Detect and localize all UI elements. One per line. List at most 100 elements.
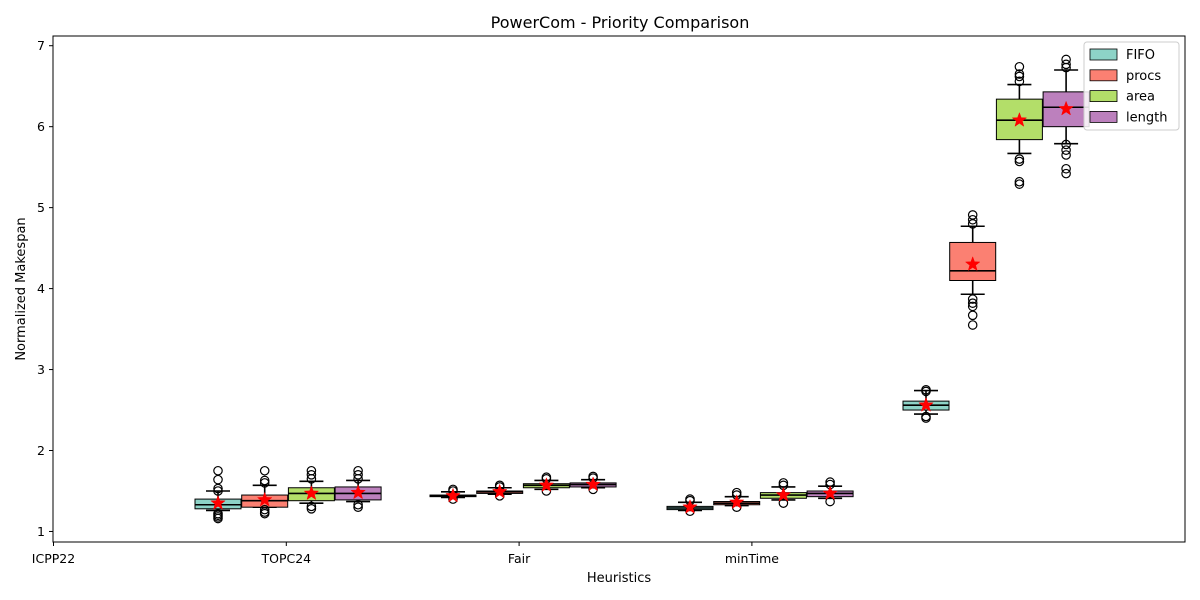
outlier-point	[353, 470, 363, 480]
legend-swatch	[1089, 69, 1118, 82]
chart-title: PowerCom - Priority Comparison	[491, 13, 750, 32]
outlier-point	[259, 507, 270, 517]
outlier-point	[1014, 61, 1025, 72]
mean-marker	[350, 484, 366, 500]
outlier-point	[1014, 179, 1025, 189]
box-area	[287, 465, 335, 514]
legend-swatch	[1089, 111, 1118, 123]
mean-marker	[491, 483, 508, 499]
outlier-point	[1014, 71, 1025, 82]
box-FIFO	[902, 384, 950, 423]
y-tick-label: 2	[37, 443, 45, 458]
box-FIFO	[666, 494, 714, 517]
x-axis: ICPP22 TOPC24 Fair minTime	[32, 542, 779, 566]
mean-marker	[682, 498, 698, 514]
mean-marker	[256, 491, 273, 507]
outlier-point	[778, 498, 789, 508]
outlier-point	[306, 504, 317, 514]
mean-marker	[303, 485, 320, 501]
outlier-point	[353, 499, 363, 510]
box-length	[334, 465, 382, 512]
legend-item-area: area	[1089, 90, 1155, 105]
outlier-point	[1014, 76, 1025, 87]
legend-label: length	[1126, 110, 1167, 125]
y-axis-title: Normalized Makespan	[14, 217, 29, 360]
mean-marker	[964, 256, 981, 271]
mean-marker	[585, 476, 601, 492]
y-tick-label: 6	[37, 119, 45, 134]
y-tick-label: 3	[37, 362, 45, 377]
outlier-point	[967, 210, 978, 220]
mean-marker	[775, 486, 792, 502]
outlier-point	[825, 496, 835, 507]
outlier-point	[259, 504, 270, 515]
x-tick-label: TOPC24	[260, 551, 311, 566]
legend-swatch	[1089, 90, 1118, 102]
outlier-point	[306, 465, 317, 476]
outlier-point	[1014, 69, 1025, 79]
outlier-point	[921, 411, 931, 422]
outlier-point	[1014, 154, 1025, 164]
legend: FIFO procs area length	[1083, 41, 1180, 131]
outlier-point	[1014, 156, 1025, 167]
y-tick-label: 5	[37, 200, 45, 215]
outlier-point	[353, 465, 363, 476]
outlier-point	[1061, 168, 1071, 179]
y-axis: 1 2 3 4 5 6 7	[37, 38, 53, 539]
outlier-point	[921, 384, 931, 395]
legend-label: FIFO	[1126, 48, 1155, 63]
legend-item-length: length	[1089, 110, 1167, 125]
mean-marker	[445, 487, 461, 503]
mean-marker	[1011, 111, 1028, 127]
outlier-point	[1061, 163, 1071, 174]
outlier-point	[967, 301, 978, 312]
outlier-point	[213, 508, 223, 519]
outlier-point	[259, 478, 270, 488]
box-length	[806, 477, 854, 507]
box-FIFO	[429, 484, 477, 504]
legend-item-FIFO: FIFO	[1089, 48, 1155, 63]
x-tick-label: ICPP22	[32, 551, 75, 566]
box-FIFO	[194, 465, 242, 524]
box-procs	[241, 465, 289, 519]
outlier-point	[1061, 139, 1071, 150]
y-tick-label: 7	[37, 38, 45, 53]
outlier-point	[306, 470, 317, 480]
outlier-point	[353, 502, 363, 512]
legend-label: area	[1126, 90, 1155, 105]
box-length	[1042, 54, 1090, 179]
outlier-point	[306, 501, 317, 512]
box-area	[995, 61, 1043, 189]
outlier-point	[1061, 145, 1071, 155]
x-tick-label: minTime	[725, 551, 779, 566]
outlier-point	[1014, 176, 1025, 187]
legend-item-procs: procs	[1089, 69, 1161, 84]
mean-marker	[822, 485, 838, 501]
box-procs	[476, 480, 524, 501]
legend-label: procs	[1126, 69, 1161, 84]
outlier-point	[1061, 150, 1071, 160]
box-procs	[713, 487, 761, 512]
x-axis-title: Heuristics	[587, 571, 652, 586]
outlier-point	[967, 214, 978, 225]
box-area	[522, 472, 570, 496]
mean-marker	[538, 477, 555, 492]
legend-swatch	[1089, 48, 1118, 61]
mean-marker	[918, 396, 934, 412]
outlier-point	[967, 294, 978, 304]
outlier-point	[967, 310, 978, 321]
mean-marker	[210, 494, 226, 510]
outlier-point	[259, 465, 270, 476]
boxes-layer	[194, 54, 1090, 524]
outlier-point	[259, 475, 270, 486]
mean-marker	[1058, 100, 1074, 116]
box-area	[759, 478, 807, 508]
legend-frame	[1083, 41, 1180, 131]
box-procs	[949, 210, 997, 330]
y-tick-label: 1	[37, 524, 45, 539]
x-tick-label: Fair	[508, 551, 531, 566]
outlier-point	[213, 474, 223, 485]
outlier-point	[1061, 59, 1071, 70]
outlier-point	[967, 298, 978, 308]
